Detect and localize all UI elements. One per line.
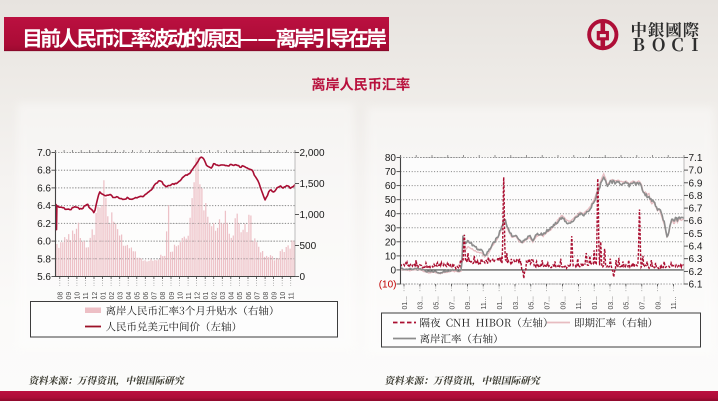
svg-text:01...: 01... [497, 296, 504, 309]
svg-text:01: 01 [203, 292, 210, 300]
svg-text:11...: 11... [481, 297, 488, 310]
svg-text:30: 30 [385, 223, 397, 234]
svg-text:07...: 07... [449, 296, 456, 309]
svg-text:5.8: 5.8 [37, 254, 51, 265]
svg-text:40: 40 [385, 209, 397, 220]
svg-text:1,500: 1,500 [300, 179, 325, 190]
svg-text:05...: 05... [434, 296, 441, 309]
svg-text:09...: 09... [560, 296, 567, 309]
svg-text:05: 05 [237, 292, 244, 300]
svg-text:6.4: 6.4 [689, 242, 703, 253]
svg-text:07...: 07... [544, 296, 551, 309]
svg-text:6.8: 6.8 [689, 191, 703, 202]
svg-text:02: 02 [212, 292, 219, 300]
svg-text:12: 12 [194, 292, 201, 300]
svg-text:6.1: 6.1 [689, 280, 703, 291]
svg-text:10: 10 [280, 292, 287, 300]
svg-text:11: 11 [289, 292, 296, 299]
svg-text:6.7: 6.7 [689, 204, 703, 215]
svg-text:6.5: 6.5 [689, 229, 703, 240]
svg-text:05...: 05... [624, 296, 631, 309]
svg-text:70: 70 [385, 167, 397, 178]
svg-text:0: 0 [300, 272, 306, 283]
svg-text:07: 07 [254, 292, 261, 300]
svg-text:09...: 09... [465, 296, 472, 309]
svg-text:08: 08 [160, 292, 167, 300]
svg-text:09: 09 [66, 292, 73, 300]
svg-text:07...: 07... [640, 296, 647, 309]
svg-text:6.0: 6.0 [37, 237, 51, 248]
svg-text:11...: 11... [671, 297, 678, 310]
svg-text:12: 12 [92, 292, 99, 300]
svg-text:09: 09 [271, 292, 278, 300]
svg-text:09...: 09... [655, 296, 662, 309]
svg-text:50: 50 [385, 195, 397, 206]
svg-text:03...: 03... [608, 296, 615, 309]
svg-text:03...: 03... [418, 296, 425, 309]
svg-text:02: 02 [109, 292, 116, 300]
svg-text:03: 03 [118, 292, 125, 300]
svg-text:6.6: 6.6 [689, 216, 703, 227]
svg-text:10: 10 [385, 251, 397, 262]
svg-text:09: 09 [169, 292, 176, 300]
svg-text:01...: 01... [402, 296, 409, 309]
svg-text:0: 0 [390, 265, 396, 276]
svg-text:08: 08 [58, 292, 65, 300]
svg-text:05...: 05... [529, 296, 536, 309]
svg-text:03: 03 [220, 292, 227, 300]
svg-text:7.1: 7.1 [689, 153, 703, 164]
svg-text:6.9: 6.9 [689, 178, 703, 189]
svg-text:1,000: 1,000 [300, 210, 325, 221]
svg-text:500: 500 [300, 241, 317, 252]
svg-text:6.3: 6.3 [689, 254, 703, 265]
svg-text:80: 80 [385, 153, 397, 164]
svg-text:03...: 03... [513, 296, 520, 309]
svg-text:06: 06 [143, 292, 150, 300]
svg-text:11...: 11... [576, 297, 583, 310]
svg-text:07: 07 [152, 292, 159, 300]
svg-text:08: 08 [263, 292, 270, 300]
svg-text:01: 01 [100, 292, 107, 300]
svg-text:01...: 01... [592, 296, 599, 309]
svg-text:6.2: 6.2 [689, 267, 703, 278]
svg-text:11: 11 [186, 292, 193, 299]
svg-text:04: 04 [126, 292, 133, 300]
svg-text:11: 11 [83, 292, 90, 299]
svg-text:04: 04 [229, 292, 236, 300]
svg-text:20: 20 [385, 237, 397, 248]
svg-text:6.4: 6.4 [37, 201, 51, 212]
svg-text:6.6: 6.6 [37, 183, 51, 194]
svg-text:10: 10 [75, 292, 82, 300]
svg-text:06: 06 [246, 292, 253, 300]
svg-text:6.2: 6.2 [37, 219, 51, 230]
svg-text:(10): (10) [379, 280, 397, 291]
svg-text:60: 60 [385, 181, 397, 192]
svg-text:5.6: 5.6 [37, 272, 51, 283]
svg-text:7.0: 7.0 [689, 166, 703, 177]
svg-text:2,000: 2,000 [300, 148, 325, 159]
svg-text:05: 05 [135, 292, 142, 300]
svg-text:10: 10 [177, 292, 184, 300]
svg-text:7.0: 7.0 [37, 148, 51, 159]
svg-text:6.8: 6.8 [37, 166, 51, 177]
